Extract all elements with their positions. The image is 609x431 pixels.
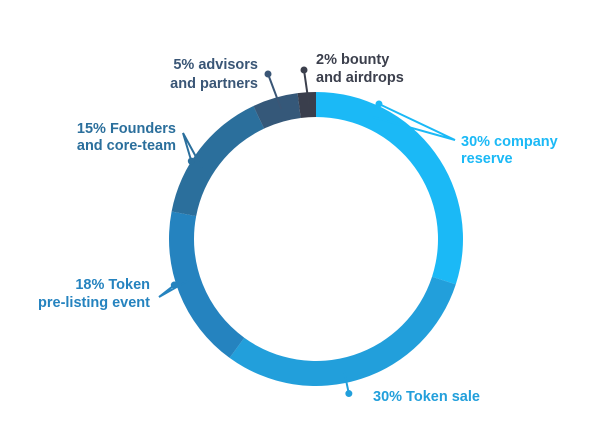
leader-dot-1	[375, 100, 383, 108]
leader-line-6	[303, 69, 310, 105]
donut-slice-6	[297, 92, 316, 118]
leader-dot-5	[264, 70, 272, 78]
leader-line-2	[342, 370, 350, 394]
slice-label-6-line1: 2% bounty	[316, 52, 389, 68]
slice-label-4-line1: 15% Founders	[77, 121, 176, 137]
slice-label-3-line1: 18% Token	[75, 277, 150, 293]
slice-label-5-line1: 5% advisors	[173, 57, 258, 73]
slice-label-2-line1: 30% Token sale	[373, 389, 480, 405]
slice-label-1-line1: 30% company	[461, 134, 558, 150]
slice-label-5-line2: and partners	[170, 76, 258, 92]
leader-dot-6	[300, 66, 308, 74]
donut-slice-2	[229, 276, 456, 387]
leader-line-1	[372, 103, 456, 141]
donut-slice-3	[169, 211, 245, 358]
leader-line-5	[267, 73, 283, 110]
slice-label-4-line2: and core-team	[77, 138, 176, 154]
leader-line-3	[158, 279, 189, 298]
slice-label-1-line2: reserve	[461, 151, 513, 167]
leader-line-4	[182, 132, 203, 169]
slice-label-3-line2: pre-listing event	[38, 295, 150, 311]
slice-label-6-line2: and airdrops	[316, 70, 404, 86]
leader-dot-2	[345, 390, 353, 398]
donut-slice-5	[253, 93, 301, 129]
leader-dot-4	[187, 157, 195, 165]
donut-slice-1	[316, 92, 463, 285]
leader-dot-3	[170, 281, 178, 289]
donut-slice-4	[171, 105, 265, 217]
